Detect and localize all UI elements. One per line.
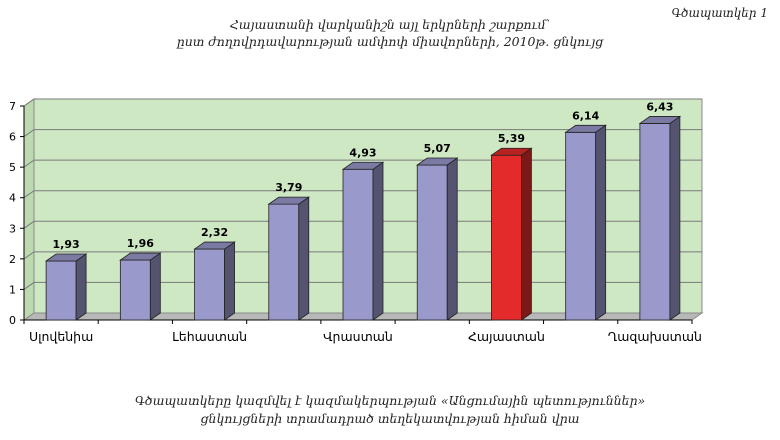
bar-top bbox=[119, 252, 162, 261]
x-tick-label: Հայաստան bbox=[468, 329, 545, 344]
bar-value-label: 2,32 bbox=[201, 226, 228, 239]
bar bbox=[416, 164, 448, 321]
bar bbox=[342, 168, 374, 321]
y-tick-label: 2 bbox=[9, 253, 16, 266]
bar-side bbox=[446, 157, 458, 321]
figure-label: Գծապատկեր 1 bbox=[671, 6, 768, 20]
gridline bbox=[23, 220, 702, 229]
bar-side bbox=[372, 161, 384, 321]
gridline bbox=[23, 190, 702, 199]
bar bbox=[491, 154, 522, 321]
chart-caption-line-1: Գծապատկերը կազմվել է կազմակերպության «Ան… bbox=[134, 393, 646, 408]
bar-value-label: 6,43 bbox=[646, 100, 673, 113]
bar-top bbox=[638, 116, 682, 124]
bar-top bbox=[564, 124, 607, 133]
chart-caption-line-2: ցնկույցների տրամադրած տեղեկատվության հիմ… bbox=[200, 411, 580, 426]
bar-top bbox=[490, 147, 533, 156]
gridline bbox=[23, 129, 702, 137]
bar bbox=[565, 131, 597, 321]
bar-side bbox=[224, 241, 235, 321]
chart-title-line-2: ըստ ժողովրդավարության ամփոփ միավորների, … bbox=[176, 34, 604, 49]
gridline bbox=[23, 281, 702, 290]
y-tick-label: 3 bbox=[9, 222, 16, 235]
bar bbox=[268, 203, 300, 321]
y-tick-label: 0 bbox=[9, 314, 16, 327]
bar-value-label: 4,93 bbox=[349, 146, 376, 159]
y-tick-label: 7 bbox=[9, 100, 16, 113]
bar bbox=[45, 260, 77, 321]
bar bbox=[119, 259, 151, 321]
bar-top bbox=[267, 196, 311, 205]
bar-side bbox=[149, 252, 161, 321]
y-tick-label: 5 bbox=[9, 161, 16, 174]
bar-value-label: 3,79 bbox=[275, 181, 302, 194]
x-tick-label: Վրաստան bbox=[323, 329, 393, 344]
bar-value-label: 5,39 bbox=[498, 132, 525, 145]
y-tick-label: 6 bbox=[9, 131, 16, 144]
bar-side bbox=[298, 196, 310, 321]
y-tick-label: 4 bbox=[9, 192, 16, 205]
gridline bbox=[23, 251, 702, 260]
bar-value-label: 5,07 bbox=[424, 142, 451, 155]
bar-value-label: 6,14 bbox=[572, 109, 599, 122]
bar bbox=[194, 248, 225, 321]
bar-value-label: 1,93 bbox=[53, 238, 80, 251]
chart-caption: Գծապատկերը կազմվել է կազմակերպության «Ան… bbox=[0, 392, 780, 428]
bar-top bbox=[341, 161, 385, 170]
bar-value-label: 1,96 bbox=[127, 237, 154, 250]
bar-top bbox=[193, 241, 236, 250]
chart-title: Հայաստանի վարկանիշն այլ երկրների շարքում… bbox=[0, 16, 780, 50]
bar-side bbox=[669, 115, 681, 321]
y-tick-label: 1 bbox=[9, 283, 16, 296]
x-tick-label: Սլովենիա bbox=[29, 329, 93, 344]
bar-top bbox=[415, 157, 459, 166]
bar-top bbox=[44, 253, 88, 262]
gridline bbox=[23, 98, 702, 107]
bar-side bbox=[75, 253, 87, 321]
plot-side-wall bbox=[23, 98, 35, 321]
x-tick-label: Ղազախստան bbox=[608, 329, 702, 344]
gridline bbox=[23, 159, 702, 168]
chart-title-line-1: Հայաստանի վարկանիշն այլ երկրների շարքում… bbox=[229, 17, 551, 32]
x-tick-label: Լեհաստան bbox=[172, 329, 247, 344]
bar bbox=[639, 123, 671, 321]
bar-side bbox=[521, 147, 532, 321]
bar-side bbox=[595, 124, 607, 321]
